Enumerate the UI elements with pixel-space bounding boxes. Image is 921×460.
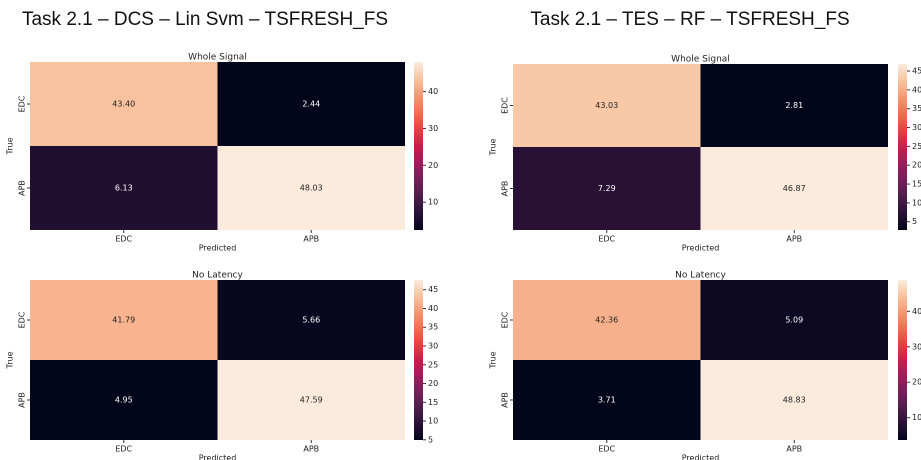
x-axis-label: Predicted: [682, 454, 720, 460]
cell-label: 4.95: [115, 396, 133, 405]
heatmap-cell: [513, 280, 701, 360]
y-tick-label: EDC: [501, 311, 510, 328]
heatmap-cell: [30, 146, 218, 230]
y-tick-label: EDC: [501, 97, 510, 114]
heatmap-cell: [217, 62, 405, 146]
y-tick-label: APB: [18, 180, 27, 196]
x-tick-label: EDC: [115, 445, 132, 454]
x-axis-label: Predicted: [199, 454, 237, 460]
x-tick-label: EDC: [598, 445, 615, 454]
colorbar-tick-label: 20: [428, 161, 438, 170]
colorbar-tick-label: 10: [912, 413, 921, 422]
y-tick-label: APB: [18, 392, 27, 408]
y-tick-label: EDC: [18, 95, 27, 112]
heatmap-cell: [513, 147, 701, 230]
heatmap-cell: [30, 360, 218, 440]
x-tick-label: APB: [786, 445, 802, 454]
x-tick-label: EDC: [598, 235, 615, 244]
colorbar-tick-label: 30: [428, 124, 438, 133]
colorbar-tick-label: 35: [428, 323, 438, 332]
colorbar-tick-label: 45: [428, 285, 438, 294]
colorbar-tick-label: 10: [428, 198, 438, 207]
colorbar-tick-label: 25: [428, 360, 438, 369]
colorbar-tick-label: 20: [428, 379, 438, 388]
heatmap-cell: [30, 280, 218, 360]
heatmap-cell: [30, 62, 218, 146]
x-tick-label: APB: [786, 235, 802, 244]
y-tick-label: EDC: [18, 311, 27, 328]
colorbar-tick-label: 30: [912, 123, 921, 132]
y-axis-label: True: [489, 351, 498, 369]
cell-label: 2.44: [302, 100, 320, 109]
cell-label: 43.03: [595, 101, 618, 110]
heatmap-cell: [700, 147, 888, 230]
colorbar-tick-label: 30: [428, 342, 438, 351]
colorbar-tick-label: 25: [912, 142, 921, 151]
colorbar-tick-label: 40: [428, 87, 438, 96]
cell-label: 7.29: [598, 184, 616, 193]
colorbar-tick-label: 10: [428, 417, 438, 426]
colorbar-tick-label: 5: [912, 217, 917, 226]
colorbar-tick-label: 10: [912, 198, 921, 207]
chart-title: No Latency: [675, 271, 726, 281]
cell-label: 41.79: [112, 316, 135, 325]
colorbar: [414, 62, 423, 230]
x-axis-label: Predicted: [682, 244, 720, 253]
heatmap-cell: [217, 146, 405, 230]
colorbar-tick-label: 35: [912, 104, 921, 113]
colorbar-tick-label: 15: [428, 398, 438, 407]
colorbar: [414, 280, 423, 440]
cell-label: 46.87: [783, 184, 806, 193]
heatmap-cell: [217, 360, 405, 440]
x-tick-label: APB: [303, 235, 319, 244]
y-axis-label: True: [6, 351, 15, 369]
cell-label: 48.03: [300, 184, 323, 193]
cell-label: 5.66: [302, 316, 320, 325]
cell-label: 2.81: [785, 101, 803, 110]
colorbar-tick-label: 15: [912, 180, 921, 189]
chart-title: No Latency: [192, 271, 243, 281]
y-axis-label: True: [6, 137, 15, 155]
heatmap-cell: [700, 360, 888, 440]
colorbar-tick-label: 5: [428, 435, 433, 444]
y-axis-label: True: [489, 138, 498, 156]
heatmap-cell: [513, 360, 701, 440]
heatmap-cell: [217, 280, 405, 360]
cell-label: 47.59: [300, 396, 323, 405]
heatmap-cell: [700, 64, 888, 147]
colorbar-tick-label: 30: [912, 342, 921, 351]
cell-label: 43.40: [112, 100, 135, 109]
colorbar: [898, 280, 907, 440]
colorbar-tick-label: 45: [912, 67, 921, 76]
heatmap-cell: [700, 280, 888, 360]
cell-label: 6.13: [115, 184, 133, 193]
y-tick-label: APB: [501, 181, 510, 197]
panel-title: Task 2.1 – DCS – Lin Svm – TSFRESH_FS: [22, 9, 388, 30]
colorbar-tick-label: 40: [912, 85, 921, 94]
x-tick-label: APB: [303, 445, 319, 454]
colorbar-tick-label: 20: [912, 161, 921, 170]
colorbar-tick-label: 40: [912, 307, 921, 316]
colorbar: [898, 64, 907, 230]
cell-label: 5.09: [785, 316, 803, 325]
chart-title: Whole Signal: [188, 53, 247, 63]
x-tick-label: EDC: [115, 235, 132, 244]
y-tick-label: APB: [501, 392, 510, 408]
cell-label: 3.71: [598, 396, 616, 405]
cell-label: 42.36: [595, 316, 618, 325]
colorbar-tick-label: 20: [912, 378, 921, 387]
cell-label: 48.83: [783, 396, 806, 405]
colorbar-tick-label: 40: [428, 304, 438, 313]
x-axis-label: Predicted: [199, 244, 237, 253]
panel-title: Task 2.1 – TES – RF – TSFRESH_FS: [530, 9, 849, 30]
heatmap-cell: [513, 64, 701, 147]
chart-title: Whole Signal: [671, 55, 730, 65]
